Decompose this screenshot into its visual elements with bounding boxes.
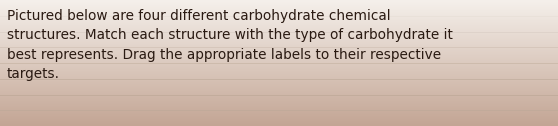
- Text: Pictured below are four different carbohydrate chemical
structures. Match each s: Pictured below are four different carboh…: [7, 9, 453, 81]
